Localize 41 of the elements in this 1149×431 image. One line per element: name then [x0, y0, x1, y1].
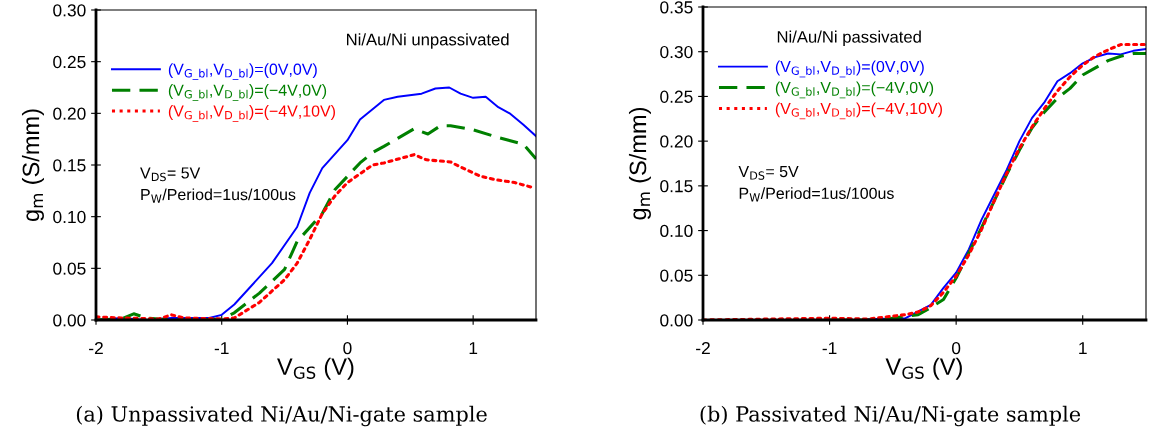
y-tick-label: 0.30 [53, 4, 86, 17]
x-axis-title: V$_{GS}$ (V) [277, 357, 354, 380]
x-tick-label: 0 [343, 341, 352, 355]
y-tick-label: 0.05 [660, 269, 693, 282]
annotation: V$_{DS}$= 5V [140, 167, 201, 182]
y-tick-label: 0.25 [53, 55, 86, 69]
x-tick-label: -1 [822, 342, 837, 355]
text: (a) Unpassivated Ni/Au/Ni-gate sample [76, 405, 487, 427]
legend-label: (V$_{G_bl}$,V$_{D_bl}$)=(−4V,0V) [775, 81, 934, 99]
legend-label: (V$_{G_bl}$,V$_{D_bl}$)=(0V,0V) [168, 63, 317, 80]
x-axis-title: V$_{GS}$ (V) [885, 357, 962, 380]
y-tick-label: 0.15 [660, 180, 693, 193]
y-axis-title: g$_{m}$ (S/mm) [21, 109, 44, 222]
x-tick-label: -2 [696, 341, 710, 355]
y-tick-label: 0.20 [53, 107, 86, 120]
legend-label: (V$_{G_bl}$,V$_{D_bl}$)=(0V,0V) [775, 60, 924, 78]
y-tick-label: 0.15 [53, 159, 86, 172]
legend-label: (V$_{G_bl}$,V$_{D_bl}$)=(−4V,10V) [168, 105, 335, 122]
y-tick-label: 0.05 [53, 262, 86, 275]
y-tick-label: 0.00 [53, 314, 86, 327]
y-tick-label: 0.30 [660, 45, 693, 59]
x-tick-label: 1 [469, 342, 478, 355]
x-tick-label: -1 [214, 342, 229, 355]
legend-label: (V$_{G_bl}$,V$_{D_bl}$)=(−4V,0V) [168, 84, 327, 101]
y-tick-label: 0.10 [53, 210, 86, 224]
x-tick-label: 0 [951, 341, 961, 355]
x-tick-label: -2 [89, 341, 103, 355]
annotation: P$_{W}$/Period=1us/100us [739, 187, 894, 202]
y-axis-title: g$_{m}$ (S/mm) [628, 107, 651, 220]
y-tick-label: 0.35 [660, 1, 693, 14]
y-tick-label: 0.25 [660, 90, 693, 103]
annotation: P$_{W}$/Period=1us/100us [141, 188, 296, 203]
annotation: Ni/Au/Ni passivated [777, 30, 921, 47]
legend-label: (V$_{G_bl}$,V$_{D_bl}$)=(−4V,10V) [775, 102, 942, 120]
annotation: V$_{DS}$= 5V [738, 166, 799, 180]
x-tick-label: 1 [1079, 342, 1087, 355]
annotation: Ni/Au/Ni unpassivated [347, 33, 509, 49]
y-tick-label: 0.10 [660, 224, 693, 238]
text: (b) Passivated Ni/Au/Ni-gate sample [700, 405, 1081, 427]
y-tick-label: 0.00 [660, 314, 693, 327]
y-tick-label: 0.20 [660, 135, 693, 148]
